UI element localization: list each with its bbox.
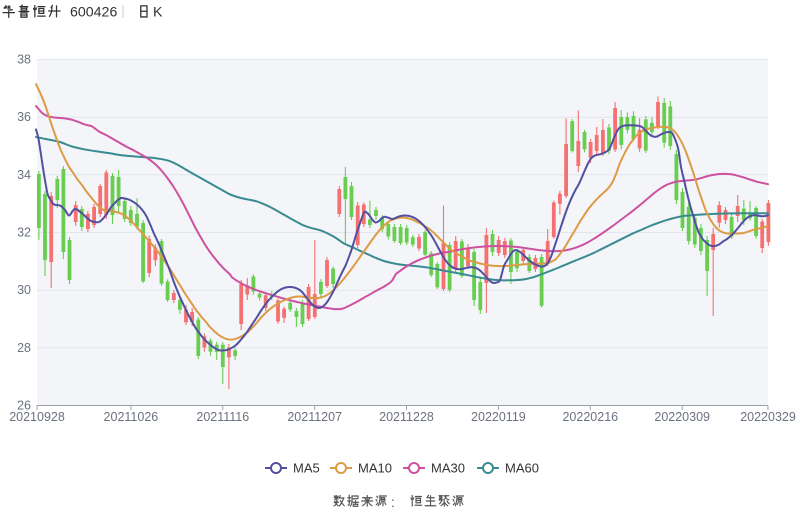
svg-text:28: 28 xyxy=(17,341,31,355)
svg-text:20220309: 20220309 xyxy=(654,410,710,424)
svg-text:38: 38 xyxy=(17,53,31,67)
svg-text:MA5: MA5 xyxy=(293,461,320,476)
svg-text:30: 30 xyxy=(17,283,31,297)
svg-text:MA60: MA60 xyxy=(505,461,539,476)
svg-text:20210928: 20210928 xyxy=(9,410,65,424)
svg-text:26: 26 xyxy=(17,399,31,413)
svg-text:MA30: MA30 xyxy=(431,461,465,476)
svg-text:34: 34 xyxy=(17,168,31,182)
svg-text:36: 36 xyxy=(17,110,31,124)
svg-text:32: 32 xyxy=(17,226,31,240)
svg-text:20220329: 20220329 xyxy=(740,410,796,424)
svg-text:MA10: MA10 xyxy=(358,461,392,476)
svg-text:20211228: 20211228 xyxy=(379,410,434,424)
svg-text:K: K xyxy=(153,5,163,21)
svg-text:600426: 600426 xyxy=(70,5,117,21)
svg-text:20211116: 20211116 xyxy=(196,410,249,424)
svg-text:20220216: 20220216 xyxy=(562,410,618,424)
svg-text:20211026: 20211026 xyxy=(104,410,159,424)
svg-text:20211207: 20211207 xyxy=(287,410,342,424)
svg-text:20220119: 20220119 xyxy=(471,410,526,424)
svg-text::: : xyxy=(391,495,395,510)
